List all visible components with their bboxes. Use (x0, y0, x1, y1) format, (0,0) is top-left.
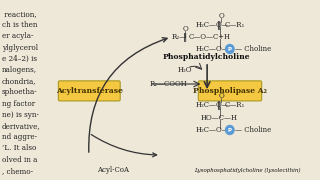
Text: O: O (182, 25, 188, 33)
Text: H₂C—O—: H₂C—O— (196, 45, 229, 53)
Text: O: O (219, 92, 224, 100)
Text: P: P (228, 127, 232, 132)
Text: chondria,: chondria, (2, 77, 36, 85)
Text: P: P (228, 46, 232, 51)
FancyBboxPatch shape (198, 81, 262, 101)
Text: R₂—: R₂— (171, 33, 186, 41)
Text: C—R₁: C—R₁ (224, 101, 244, 109)
FancyArrowPatch shape (89, 38, 167, 152)
Text: nd aggre-: nd aggre- (2, 133, 37, 141)
Text: olved in a: olved in a (2, 156, 37, 164)
Text: sphoetha-: sphoetha- (2, 88, 38, 96)
Text: ’L. It also: ’L. It also (2, 144, 36, 152)
FancyBboxPatch shape (58, 81, 120, 101)
Text: C—R₁: C—R₁ (224, 21, 244, 29)
Text: reaction,: reaction, (2, 10, 36, 18)
Text: C—O—C+H: C—O—C+H (188, 33, 230, 41)
Text: ch is then: ch is then (2, 21, 37, 29)
Text: ‖: ‖ (183, 33, 188, 42)
Text: ylglycerol: ylglycerol (2, 44, 38, 52)
Text: H₂C—O—: H₂C—O— (196, 126, 229, 134)
Text: Phosphatidylcholine: Phosphatidylcholine (162, 53, 250, 61)
Text: derivative,: derivative, (2, 122, 41, 130)
Text: H₂O: H₂O (178, 66, 192, 74)
Text: R₂—COOH: R₂—COOH (149, 80, 187, 88)
FancyArrowPatch shape (91, 134, 156, 157)
Text: H₂C—O—: H₂C—O— (196, 101, 229, 109)
Text: ne) is syn-: ne) is syn- (2, 111, 39, 119)
Text: — Choline: — Choline (236, 45, 272, 53)
Text: O: O (219, 12, 224, 20)
Text: ‖: ‖ (217, 21, 221, 30)
Text: nalogens,: nalogens, (2, 66, 37, 74)
Text: — Choline: — Choline (236, 126, 272, 134)
Text: e 24–2) is: e 24–2) is (2, 55, 37, 63)
Text: Acyltransferase: Acyltransferase (56, 87, 123, 95)
Circle shape (226, 125, 234, 134)
Text: Phospholipase A₂: Phospholipase A₂ (193, 87, 267, 95)
Text: H₂C—O—: H₂C—O— (196, 21, 229, 29)
Text: ‖: ‖ (217, 100, 221, 109)
Text: ng factor: ng factor (2, 100, 35, 108)
Text: , chemo-: , chemo- (2, 167, 33, 175)
Circle shape (226, 44, 234, 53)
Text: Lysophosphatidylcholine (lysolecithin): Lysophosphatidylcholine (lysolecithin) (194, 167, 300, 173)
Text: HO—C—H: HO—C—H (201, 114, 237, 122)
Text: Acyl-CoA: Acyl-CoA (98, 166, 130, 174)
Text: er acyla-: er acyla- (2, 32, 33, 40)
